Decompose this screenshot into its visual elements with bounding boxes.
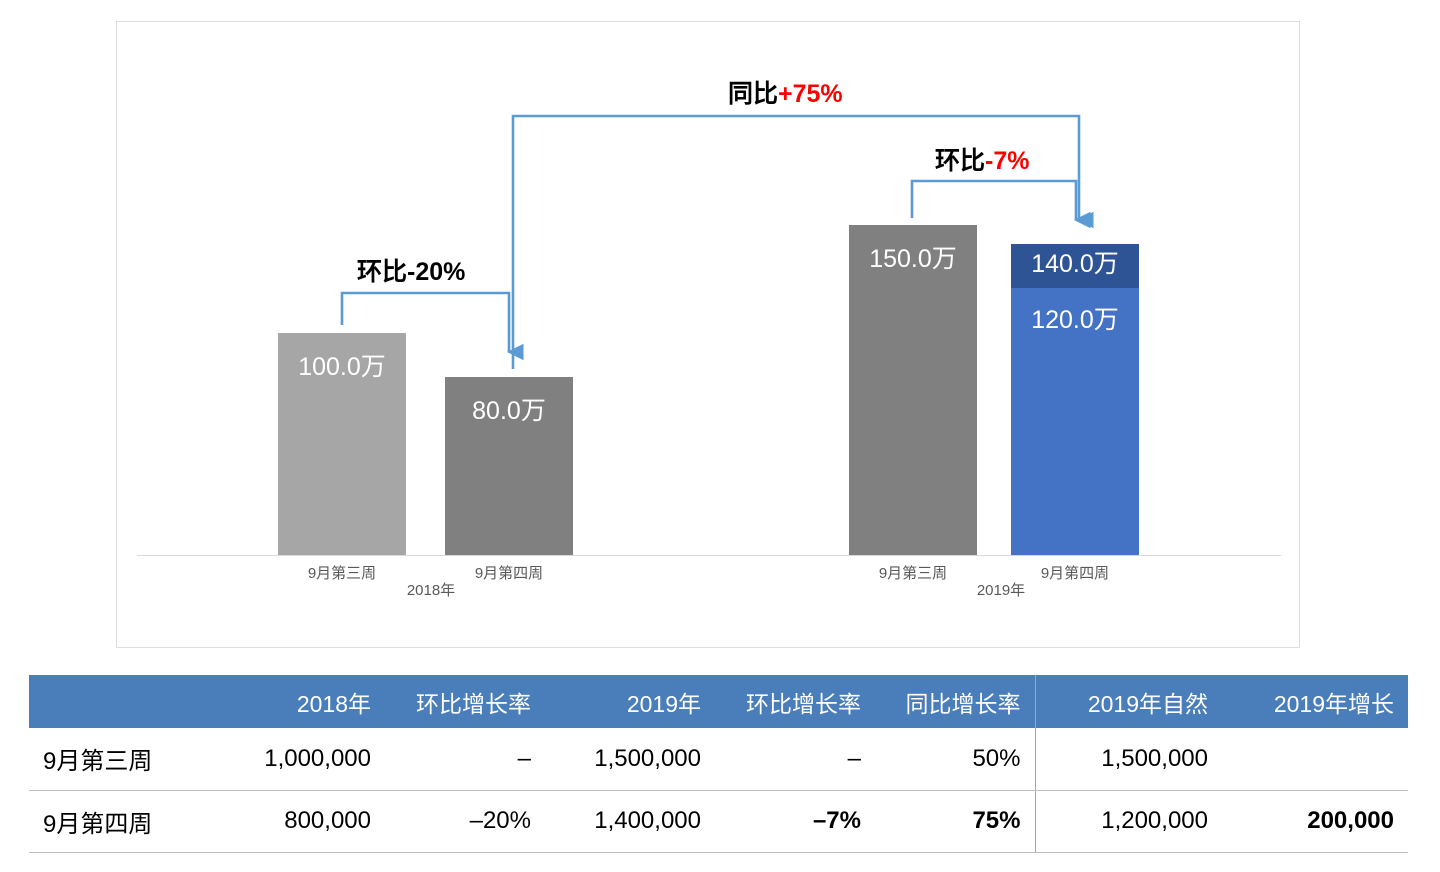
bar-2019-week4-natural-label: 120.0万 xyxy=(1031,306,1119,334)
cell-hb-2018: – xyxy=(385,728,545,791)
table-header-growth-2019: 2019年增长 xyxy=(1222,675,1408,728)
bar-2019-week4-growth: 140.0万 xyxy=(1011,244,1139,288)
category-label-2018-week3: 9月第三周 xyxy=(307,565,377,582)
category-label-2018-week4: 9月第四周 xyxy=(474,565,544,582)
cell-week: 9月第四周 xyxy=(29,790,215,853)
bar-2018-week3: 100.0万 xyxy=(278,333,406,555)
bar-2019-week3-label: 150.0万 xyxy=(869,245,957,273)
cell-2019: 1,400,000 xyxy=(545,790,715,853)
bar-2019-week4-growth-label: 140.0万 xyxy=(1031,250,1119,278)
table-header-2018: 2018年 xyxy=(215,675,385,728)
annotation-tb-2019-prefix: 同比 xyxy=(728,80,779,108)
annotation-tb-2019-value: +75% xyxy=(778,80,843,108)
table-header-tb-2019: 同比增长率 xyxy=(875,675,1035,728)
plot-area: 100.0万 80.0万 150.0万 120.0万 140.0万 9月第三周 … xyxy=(117,22,1299,647)
cell-tb-2019: 75% xyxy=(875,790,1035,853)
cell-week: 9月第三周 xyxy=(29,728,215,791)
bar-2018-week3-label: 100.0万 xyxy=(298,353,386,381)
group-label-2018: 2018年 xyxy=(406,582,456,599)
table-header-row: 2018年 环比增长率 2019年 环比增长率 同比增长率 2019年自然 20… xyxy=(29,675,1408,728)
cell-growth-2019 xyxy=(1222,728,1408,791)
bar-2018-week4: 80.0万 xyxy=(445,377,573,555)
bar-2018-week4-label: 80.0万 xyxy=(472,397,546,425)
table-header-2019: 2019年 xyxy=(545,675,715,728)
group-label-2019: 2019年 xyxy=(976,582,1026,599)
table-header-hb-2019: 环比增长率 xyxy=(715,675,875,728)
cell-2018: 1,000,000 xyxy=(215,728,385,791)
annotation-hb-2019-value: -7% xyxy=(985,147,1030,175)
annotation-hb-2018-value: -20% xyxy=(407,258,466,286)
cell-growth-2019: 200,000 xyxy=(1222,790,1408,853)
cell-2018: 800,000 xyxy=(215,790,385,853)
category-label-2019-week3: 9月第三周 xyxy=(878,565,948,582)
table-header-week xyxy=(29,675,215,728)
table-header-natural-2019: 2019年自然 xyxy=(1034,675,1222,728)
annotation-hb-2018: 环比-20% xyxy=(357,260,465,285)
cell-hb-2019: –7% xyxy=(715,790,875,853)
cell-natural-2019: 1,200,000 xyxy=(1034,790,1222,853)
cell-hb-2019: – xyxy=(715,728,875,791)
cell-hb-2018: –20% xyxy=(385,790,545,853)
table-row: 9月第四周 800,000 –20% 1,400,000 –7% 75% 1,2… xyxy=(29,790,1408,853)
table-row: 9月第三周 1,000,000 – 1,500,000 – 50% 1,500,… xyxy=(29,728,1408,791)
annotation-hb-2019-prefix: 环比 xyxy=(935,147,986,175)
annotation-hb-2018-prefix: 环比 xyxy=(357,258,408,286)
x-axis-line xyxy=(137,555,1281,556)
annotation-hb-2019: 环比-7% xyxy=(935,149,1029,174)
cell-natural-2019: 1,500,000 xyxy=(1034,728,1222,791)
table-header-hb-2018: 环比增长率 xyxy=(385,675,545,728)
annotation-tb-2019: 同比+75% xyxy=(728,82,843,107)
cell-2019: 1,500,000 xyxy=(545,728,715,791)
connector-hb-2019 xyxy=(910,179,1091,229)
bar-2019-week3: 150.0万 xyxy=(849,225,977,555)
category-label-2019-week4: 9月第四周 xyxy=(1040,565,1110,582)
cell-tb-2019: 50% xyxy=(875,728,1035,791)
bar-2019-week4-natural: 120.0万 xyxy=(1011,288,1139,555)
summary-table: 2018年 环比增长率 2019年 环比增长率 同比增长率 2019年自然 20… xyxy=(29,675,1408,853)
chart-container: 100.0万 80.0万 150.0万 120.0万 140.0万 9月第三周 … xyxy=(116,21,1300,648)
